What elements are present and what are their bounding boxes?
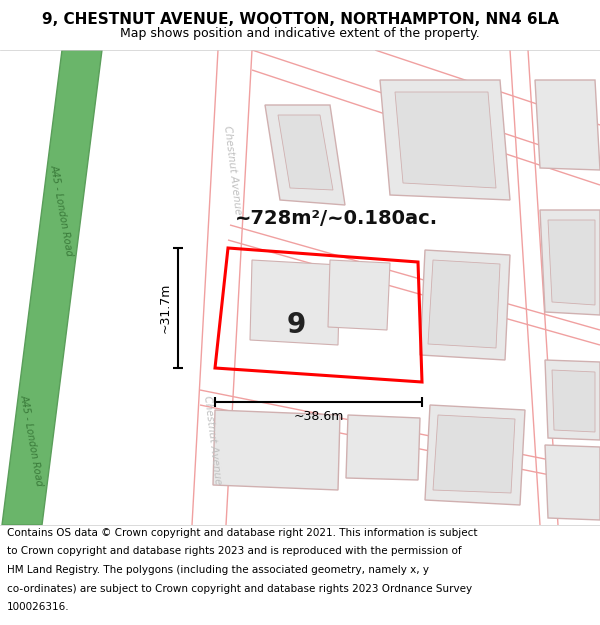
- Polygon shape: [552, 370, 595, 432]
- Polygon shape: [545, 360, 600, 440]
- Polygon shape: [346, 415, 420, 480]
- Text: ~38.6m: ~38.6m: [293, 409, 344, 422]
- Polygon shape: [433, 415, 515, 493]
- Polygon shape: [250, 260, 340, 345]
- Text: Map shows position and indicative extent of the property.: Map shows position and indicative extent…: [120, 27, 480, 40]
- Text: 9, CHESTNUT AVENUE, WOOTTON, NORTHAMPTON, NN4 6LA: 9, CHESTNUT AVENUE, WOOTTON, NORTHAMPTON…: [41, 12, 559, 28]
- Polygon shape: [425, 405, 525, 505]
- Polygon shape: [380, 80, 510, 200]
- Text: 100026316.: 100026316.: [7, 602, 70, 612]
- Polygon shape: [420, 250, 510, 360]
- Polygon shape: [428, 260, 500, 348]
- Polygon shape: [395, 92, 496, 188]
- Text: A45 - London Road: A45 - London Road: [49, 163, 75, 257]
- Polygon shape: [540, 210, 600, 315]
- Polygon shape: [535, 80, 600, 170]
- Text: Chestnut Avenue: Chestnut Avenue: [202, 395, 223, 485]
- Text: Contains OS data © Crown copyright and database right 2021. This information is : Contains OS data © Crown copyright and d…: [7, 528, 478, 538]
- Text: HM Land Registry. The polygons (including the associated geometry, namely x, y: HM Land Registry. The polygons (includin…: [7, 565, 429, 575]
- Polygon shape: [2, 50, 102, 525]
- Text: to Crown copyright and database rights 2023 and is reproduced with the permissio: to Crown copyright and database rights 2…: [7, 546, 462, 556]
- Text: ~728m²/~0.180ac.: ~728m²/~0.180ac.: [235, 209, 438, 227]
- Polygon shape: [548, 220, 595, 305]
- Text: co-ordinates) are subject to Crown copyright and database rights 2023 Ordnance S: co-ordinates) are subject to Crown copyr…: [7, 584, 472, 594]
- Polygon shape: [278, 115, 333, 190]
- Polygon shape: [213, 410, 340, 490]
- Polygon shape: [545, 445, 600, 520]
- Text: ~31.7m: ~31.7m: [158, 282, 172, 333]
- Text: A45 - London Road: A45 - London Road: [19, 393, 45, 487]
- Polygon shape: [265, 105, 345, 205]
- Polygon shape: [328, 260, 390, 330]
- Text: 9: 9: [286, 311, 305, 339]
- Text: Chestnut Avenue: Chestnut Avenue: [221, 125, 242, 215]
